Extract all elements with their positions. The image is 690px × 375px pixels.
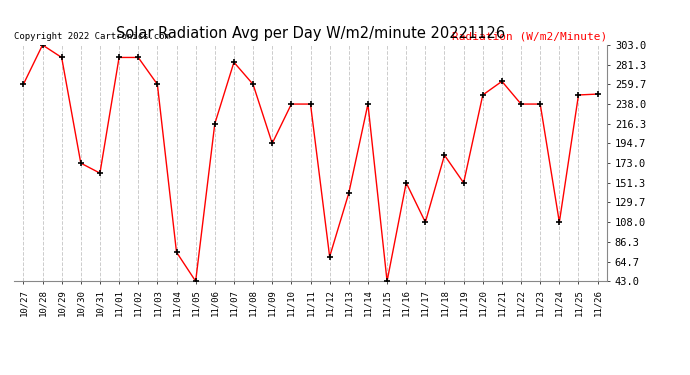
Text: Copyright 2022 Cartronics.com: Copyright 2022 Cartronics.com <box>14 33 170 42</box>
Title: Solar Radiation Avg per Day W/m2/minute 20221126: Solar Radiation Avg per Day W/m2/minute … <box>116 26 505 41</box>
Text: Radiation (W/m2/Minute): Radiation (W/m2/Minute) <box>452 32 607 42</box>
